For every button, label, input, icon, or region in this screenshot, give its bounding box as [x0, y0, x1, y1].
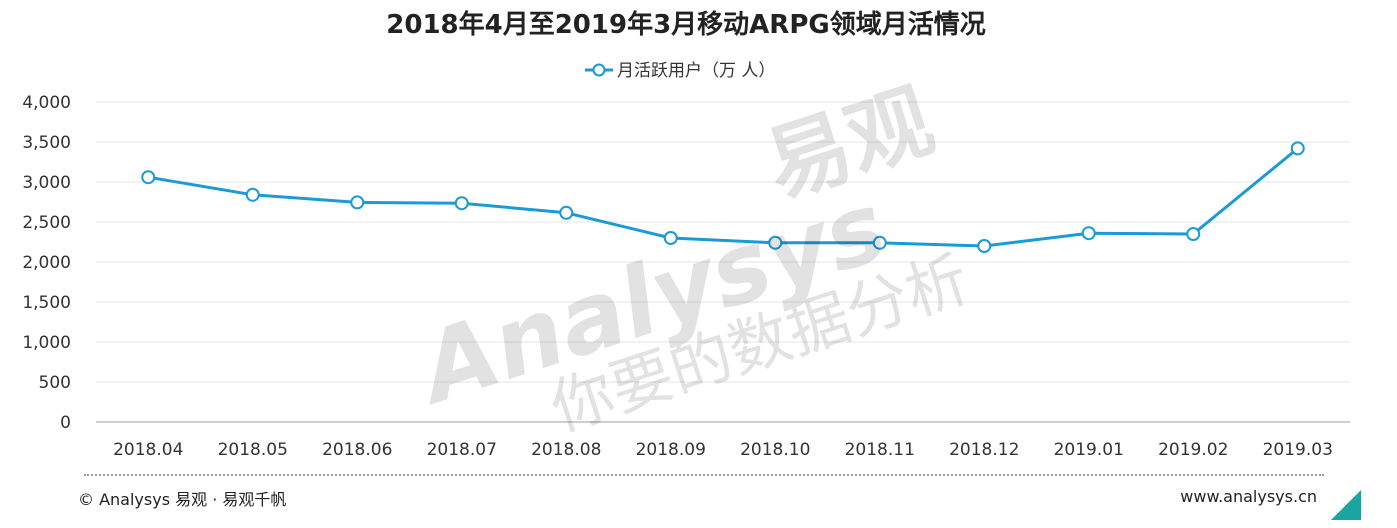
data-point[interactable]: [350, 195, 365, 210]
x-tick-label: 2018.05: [218, 440, 288, 460]
data-point[interactable]: [872, 235, 887, 250]
series-line: [148, 147, 1299, 248]
x-tick-label: 2018.12: [949, 440, 1019, 460]
y-axis-ticks: 0 500 1,000 1,500 2,000 2,500 3,000 3,500 4,000: [22, 93, 71, 433]
x-tick-label: 2018.10: [740, 440, 810, 460]
data-point[interactable]: [768, 235, 783, 250]
legend-point-marker: [592, 63, 606, 77]
legend: 月活跃用户（万 人）: [585, 61, 775, 81]
x-tick-label: 2018.04: [113, 440, 183, 460]
footer-source: © Analysys 易观 · 易观千帆: [78, 490, 287, 509]
x-tick-label: 2018.08: [531, 440, 601, 460]
y-tick-label: 2,500: [22, 213, 71, 233]
data-point[interactable]: [1186, 227, 1201, 241]
data-point[interactable]: [663, 231, 678, 245]
legend-label: 月活跃用户（万 人）: [617, 61, 775, 81]
data-point[interactable]: [1081, 226, 1096, 241]
x-tick-label: 2018.09: [636, 440, 706, 460]
x-axis-ticks: 2018.04 2018.05 2018.06 2018.07 2018.08 2018.…: [113, 440, 1333, 460]
data-point[interactable]: [1290, 141, 1305, 156]
y-tick-label: 1,000: [22, 333, 71, 353]
y-tick-label: 2,000: [22, 253, 71, 273]
footer-website[interactable]: www.analysys.cn: [1180, 487, 1317, 506]
x-tick-label: 2018.11: [845, 440, 915, 460]
footer-divider: [84, 474, 1324, 476]
x-tick-label: 2019.01: [1054, 440, 1124, 460]
y-tick-label: 1,500: [22, 293, 71, 313]
chart-title: 2018年4月至2019年3月移动ARPG领域月活情况: [386, 9, 985, 40]
x-tick-label: 2019.02: [1158, 440, 1228, 460]
y-tick-label: 4,000: [22, 93, 71, 113]
y-tick-label: 3,500: [22, 133, 71, 153]
y-tick-label: 3,000: [22, 173, 71, 193]
x-tick-label: 2018.07: [427, 440, 497, 460]
y-tick-label: 0: [60, 413, 71, 433]
data-point[interactable]: [454, 196, 469, 211]
x-tick-label: 2018.06: [322, 440, 392, 460]
corner-accent: [1331, 490, 1361, 520]
gridlines: [96, 101, 1350, 383]
x-tick-label: 2019.03: [1263, 440, 1333, 460]
data-point[interactable]: [141, 170, 156, 185]
data-point[interactable]: [245, 187, 260, 202]
data-point[interactable]: [977, 239, 992, 253]
series-line-group: [141, 141, 1305, 253]
data-point[interactable]: [559, 205, 574, 220]
y-tick-label: 500: [39, 373, 71, 393]
